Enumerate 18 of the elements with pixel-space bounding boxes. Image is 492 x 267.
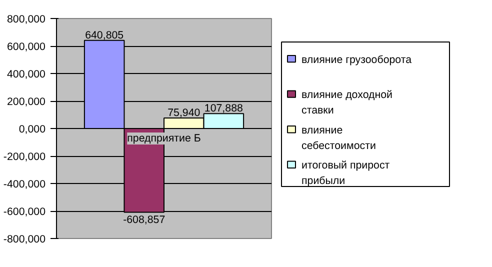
x-tick-label: предприятие Б [127,132,201,144]
y-tick-label: 600,000 [6,41,46,53]
legend-label: влияние доходной ставки [302,89,393,117]
y-tick-label: 200,000 [6,96,46,108]
y-tick-label: 400,000 [6,68,46,80]
data-label: 75,940 [168,107,200,120]
data-label: -608,857 [123,214,166,226]
legend-label: влияние себестоимости [302,124,376,152]
legend-label: итоговый прирост прибыли [302,160,390,188]
y-tick-label: 0,000 [18,124,46,136]
legend-label: влияние грузооборота [302,54,412,66]
data-label: 107,888 [204,102,243,115]
data-label: 640,805 [85,29,124,42]
y-tick-label: -800,000 [3,234,46,246]
y-tick-label: -600,000 [3,206,46,218]
y-tick-label: -200,000 [3,151,46,163]
y-tick-label: -400,000 [3,178,46,190]
y-tick-label: 800,000 [6,14,46,26]
